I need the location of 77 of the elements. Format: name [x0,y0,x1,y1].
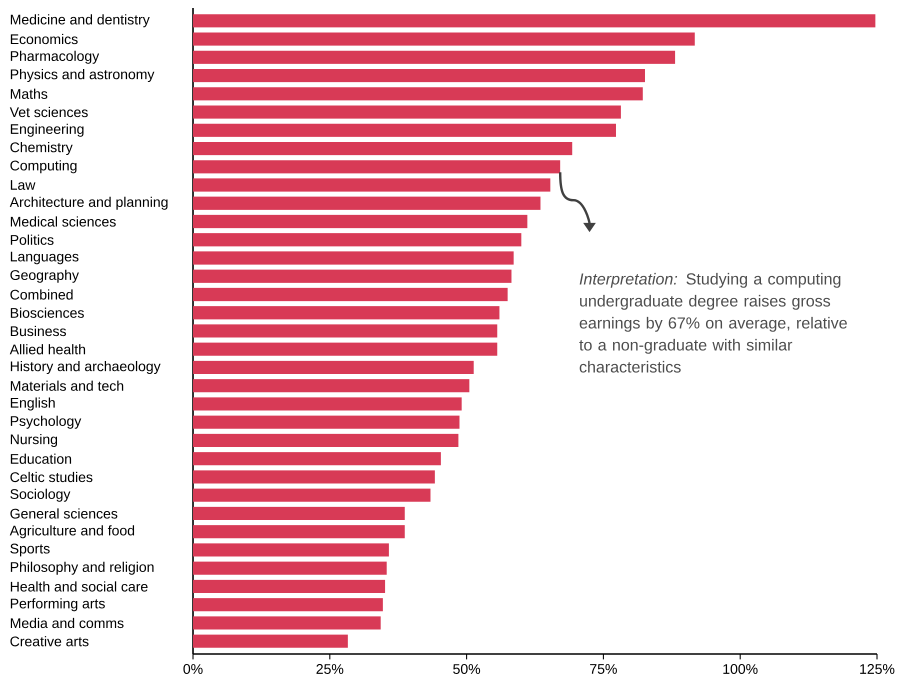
y-tick-label: Nursing [10,434,58,448]
y-tick-label: Economics [10,34,78,44]
bar [193,32,695,46]
y-tick-label: Creative arts [10,636,89,646]
bar [193,288,508,302]
x-tick-label: 75% [590,664,617,674]
bar [193,598,383,612]
bar [193,124,616,137]
y-tick-label: Physics and astronomy [10,68,154,82]
y-tick-label: Chemistry [10,142,73,156]
y-tick-label: Performing arts [10,598,105,612]
y-tick-label: Business [10,326,66,336]
y-tick-label: Sociology [10,488,70,502]
bar [193,562,387,575]
y-tick-label: Law [10,180,36,190]
bar [193,360,474,374]
bar [193,178,550,192]
bar [193,452,441,466]
bar [193,196,540,210]
bar [193,68,645,82]
bar [193,50,676,64]
bar [193,233,522,246]
bar [193,342,498,356]
y-tick-label: Computing [10,160,76,174]
y-tick-label: Philosophy and religion [10,562,154,575]
bar [193,270,512,283]
bar [193,324,498,338]
y-tick-label: Architecture and planning [10,196,168,210]
y-tick-label: History and archaeology [10,360,161,374]
bar [193,397,462,411]
bar [193,160,560,174]
y-tick-label: Geography [10,270,79,283]
bar [193,142,572,156]
y-tick-label: Combined [10,289,73,300]
bar [193,434,458,448]
bar [193,634,348,648]
y-tick-label: Engineering [10,124,84,137]
x-tick-label: 50% [453,664,480,674]
y-tick-label: Biosciences [10,308,84,318]
annotation: Interpretation: Studying a computing undergraduate degree raises gross earnings by 67% on average, relative to a non-graduate with similar characteristics [579,272,847,373]
bar [193,214,528,228]
bar [193,543,389,557]
y-tick-label: Materials and tech [10,380,124,391]
x-tick-label: 25% [316,664,344,674]
y-tick-label: Medical sciences [10,216,116,227]
y-tick-label: Languages [10,252,78,264]
bar [193,616,381,630]
bar [193,506,405,520]
y-tick-label: Sports [10,544,50,556]
x-tick-label: 125% [860,664,894,674]
bar [193,488,430,502]
y-tick-label: General sciences [10,508,118,519]
y-tick-label: Vet sciences [10,106,88,118]
bar [193,580,386,594]
bar [193,416,460,429]
y-tick-label: Psychology [10,416,82,429]
y-tick-label: Allied health [10,344,86,354]
bar [193,379,470,392]
y-tick-label: Celtic studies [10,472,92,482]
y-tick-label: Media and comms [10,618,124,628]
y-tick-label: English [10,397,55,411]
bar [193,14,876,28]
bar [193,251,514,265]
x-tick-label: 0% [183,664,203,674]
y-tick-label: Maths [10,88,48,99]
y-tick-label: Agriculture and food [10,525,134,538]
bar [193,525,405,538]
y-tick-label: Health and social care [10,581,148,592]
y-tick-label: Medicine and dentistry [10,14,150,28]
y-tick-label: Politics [10,234,54,245]
bar [193,306,500,320]
x-tick-label: 100% [723,664,758,674]
bar [193,105,621,119]
y-tick-label: Education [10,454,72,464]
bar [193,87,643,100]
y-tick-label: Pharmacology [10,50,100,64]
bar [193,470,435,484]
